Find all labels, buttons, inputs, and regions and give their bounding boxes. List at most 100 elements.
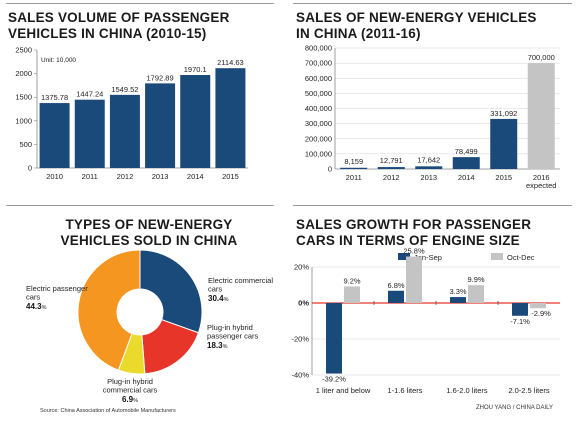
panel4-top-rule: [293, 205, 572, 206]
x-tick-label: 1 liter and below: [316, 386, 371, 395]
percent-sign: %: [224, 297, 229, 303]
pie-slice-label: Plug-in hybrid: [207, 323, 253, 332]
x-tick-label: 1.6-2.0 liters: [446, 386, 488, 395]
bar-value-label: -39.2%: [322, 375, 346, 384]
bar-value-label: 9.2%: [343, 276, 360, 285]
x-tick-label: 1-1.6 liters: [387, 386, 422, 395]
bar-value-label: 1970.1: [184, 65, 207, 74]
pie-slice-label: cars: [26, 293, 40, 302]
x-tick-note: expected: [526, 181, 556, 190]
y-tick-label: 2500: [15, 46, 32, 55]
bar-value-label: 17,642: [417, 155, 440, 164]
bar: [180, 75, 211, 168]
x-tick-label: 2012: [117, 172, 134, 181]
bar: [109, 94, 140, 168]
y-tick-label: 500: [19, 140, 32, 149]
x-tick-label: 2016: [533, 173, 550, 182]
bar: [377, 167, 405, 169]
chart2-title: SALES OF NEW-ENERGY VEHICLES IN CHINA (2…: [296, 10, 537, 41]
x-tick-label: 2015: [495, 173, 512, 182]
x-tick-label: 2013: [152, 172, 169, 181]
x-tick-label: 2014: [187, 172, 204, 181]
y-tick-label: 200,000: [305, 134, 332, 143]
chart1-title: SALES VOLUME OF PASSENGER VEHICLES IN CH…: [8, 10, 230, 41]
percent-sign: %: [223, 344, 228, 350]
bar: [344, 286, 360, 303]
pie-slice: [77, 249, 141, 371]
bar: [530, 303, 546, 309]
bar-value-label: -2.9%: [531, 309, 551, 318]
y-tick-label: 0: [328, 165, 332, 174]
x-tick-label: 2014: [458, 173, 475, 182]
y-tick-label: -40%: [291, 371, 309, 380]
pie-slice-label: cars: [208, 285, 222, 294]
pie-slice-value: 18.3%: [207, 341, 228, 350]
pie-slice-label: Electric commercial: [208, 276, 273, 285]
pie-slice-label: passenger cars: [207, 332, 259, 341]
bar-value-label: 6.8%: [387, 281, 404, 290]
bar: [39, 103, 70, 168]
legend-label: Jan-Sep: [414, 253, 442, 262]
bar: [415, 166, 443, 169]
bar-value-label: 8,159: [344, 157, 363, 166]
bar: [452, 157, 480, 169]
pie-slice-value: 6.9%: [122, 395, 138, 404]
x-tick-label: 2011: [346, 173, 362, 182]
y-tick-label: 1000: [15, 116, 32, 125]
panel2-top-rule: [293, 3, 572, 4]
bar: [406, 256, 422, 303]
y-tick-label: 1500: [15, 93, 32, 102]
bar: [450, 297, 466, 303]
y-tick-label: 2000: [15, 69, 32, 78]
y-tick-label: 600,000: [305, 74, 332, 83]
percent-sign: %: [133, 398, 138, 404]
unit-note: Unit: 10,000: [41, 57, 76, 64]
percent-sign: %: [42, 305, 47, 311]
x-tick-label: 2012: [383, 173, 400, 182]
x-tick-label: 2.0-2.5 liters: [508, 386, 550, 395]
legend-swatch: [398, 253, 410, 260]
pie-slice: [139, 249, 203, 334]
x-tick-label: 2013: [420, 173, 437, 182]
y-tick-label: 700,000: [305, 59, 332, 68]
pie-slice-label: commercial cars: [103, 386, 158, 395]
chart3-title: TYPES OF NEW-ENERGY VEHICLES SOLD IN CHI…: [60, 217, 238, 248]
bar: [215, 68, 246, 168]
bar-value-label: 3.3%: [449, 287, 466, 296]
y-tick-label: 0%: [298, 299, 309, 308]
pie-slice-value: 44.3%: [26, 302, 47, 311]
bar-value-label: 1792.89: [147, 73, 174, 82]
bar: [388, 290, 404, 303]
y-tick-label: 500,000: [305, 89, 332, 98]
x-tick-label: 2015: [222, 172, 239, 181]
source-note: Source: China Association of Automobile …: [40, 408, 176, 414]
bar-value-label: 331,092: [490, 109, 517, 118]
x-tick-label: 2011: [82, 172, 98, 181]
bar-value-label: -7.1%: [510, 317, 530, 326]
y-tick-label: -20%: [291, 335, 309, 344]
panel3-top-rule: [6, 205, 274, 206]
bar-value-label: 1375.78: [41, 93, 68, 102]
bar-value-label: 25.8%: [403, 247, 425, 256]
bar: [512, 303, 528, 316]
chart2-new-energy: 0 100,000 200,000 300,000 400,000 500,000 600,…: [305, 44, 560, 190]
bar-value-label: 9.9%: [467, 275, 484, 284]
bar-value-label: 1447.24: [76, 90, 103, 99]
y-tick-label: 300,000: [305, 119, 332, 128]
pie-slice-value: 30.4%: [208, 294, 229, 303]
panel1-top-rule: [6, 3, 274, 4]
bar: [340, 167, 368, 169]
pie-slice-label: Electric passenger: [26, 284, 88, 293]
credit-note: ZHOU YANG / CHINA DAILY: [476, 405, 554, 411]
bar: [527, 63, 555, 169]
chart1-volume: 0 500 1000 1500 2000 2500 Unit: 10,000 1375.78 2…: [15, 46, 248, 181]
chart4-title: SALES GROWTH FOR PASSENGER CARS IN TERMS…: [296, 217, 532, 248]
pie-slice-label: Plug-in hybrid: [107, 377, 153, 386]
bar-value-label: 700,000: [528, 53, 555, 62]
y-tick-label: 100,000: [305, 149, 332, 158]
y-tick-label: 800,000: [305, 44, 332, 53]
y-tick-label: 400,000: [305, 104, 332, 113]
legend-swatch: [491, 253, 503, 260]
